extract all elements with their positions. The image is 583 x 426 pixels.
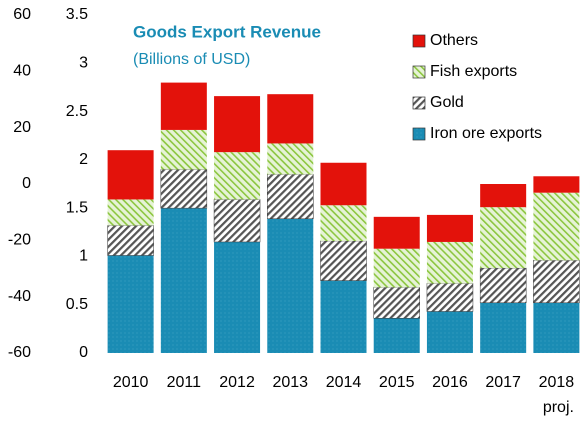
legend-swatch (412, 96, 426, 110)
y-tick-label: 1.5 (66, 199, 88, 216)
bar-segment (107, 255, 154, 353)
bar-segment (160, 208, 207, 353)
y-tick-label: 3.5 (66, 6, 88, 23)
x-tick-label: 2011 (167, 374, 202, 391)
bar-segment (107, 199, 154, 226)
y2-tick-label: -40 (8, 288, 31, 305)
annotation: proj. (543, 399, 574, 416)
bar-segment (480, 207, 527, 269)
bar-segment (267, 143, 314, 175)
bar-segment (214, 241, 261, 353)
bar-segment (373, 248, 420, 288)
y2-tick-label: 0 (22, 175, 31, 192)
bar-segment (160, 169, 208, 209)
y-tick-label: 0 (79, 344, 88, 361)
chart-subtitle: (Billions of USD) (133, 51, 250, 68)
x-tick-label: 2018 (539, 374, 575, 391)
bar-segment (426, 311, 473, 353)
legend-label: Others (430, 32, 478, 49)
bar-segment (320, 205, 367, 241)
x-tick-label: 2017 (485, 374, 521, 391)
bar-segment (426, 283, 474, 312)
y-tick-label: 0.5 (66, 296, 88, 313)
bar-segment (214, 96, 261, 153)
bar-segment (160, 82, 207, 130)
legend-swatch (412, 34, 426, 48)
bar-segment (107, 150, 154, 200)
bar-segment (107, 225, 154, 256)
bar-segment (426, 214, 473, 242)
bar-segment (320, 162, 367, 206)
legend-swatch (412, 127, 426, 141)
bar-segment (373, 287, 420, 319)
bar-segment (320, 280, 367, 353)
x-tick-label: 2012 (219, 374, 255, 391)
bar-segment (267, 218, 314, 353)
x-tick-label: 2015 (379, 374, 415, 391)
y-tick-label: 3 (79, 55, 88, 72)
bar-segment (267, 174, 314, 220)
bar-segment (373, 216, 420, 249)
y2-tick-label: 40 (13, 63, 31, 80)
legend-label: Fish exports (430, 63, 517, 80)
bar-segment (533, 176, 580, 193)
x-tick-label: 2010 (113, 374, 149, 391)
x-tick-label: 2014 (326, 374, 362, 391)
legend-label: Gold (430, 94, 464, 111)
y2-tick-label: 20 (13, 119, 31, 136)
bar-segment (533, 192, 580, 261)
bar-segment (426, 241, 473, 284)
bar-segment (480, 302, 527, 353)
bar-segment (533, 302, 580, 353)
bar-segment (533, 260, 580, 304)
bar-segment (160, 129, 207, 170)
legend-swatch (412, 65, 426, 79)
bar-segment (480, 184, 527, 208)
bar-segment (213, 199, 261, 243)
y-tick-label: 2.5 (66, 103, 88, 120)
y2-tick-label: -20 (8, 232, 31, 249)
y-tick-label: 2 (79, 151, 88, 168)
y-tick-label: 1 (79, 248, 88, 265)
bar-segment (267, 94, 314, 144)
bar-segment (320, 240, 367, 281)
bar-segment (479, 267, 527, 304)
y2-tick-label: 60 (13, 6, 31, 23)
legend-label: Iron ore exports (430, 125, 542, 142)
y2-tick-label: -60 (8, 344, 31, 361)
bar-segment (214, 152, 261, 200)
x-tick-label: 2013 (272, 374, 308, 391)
chart-title: Goods Export Revenue (133, 22, 321, 41)
x-tick-label: 2016 (432, 374, 468, 391)
bar-segment (373, 318, 420, 353)
